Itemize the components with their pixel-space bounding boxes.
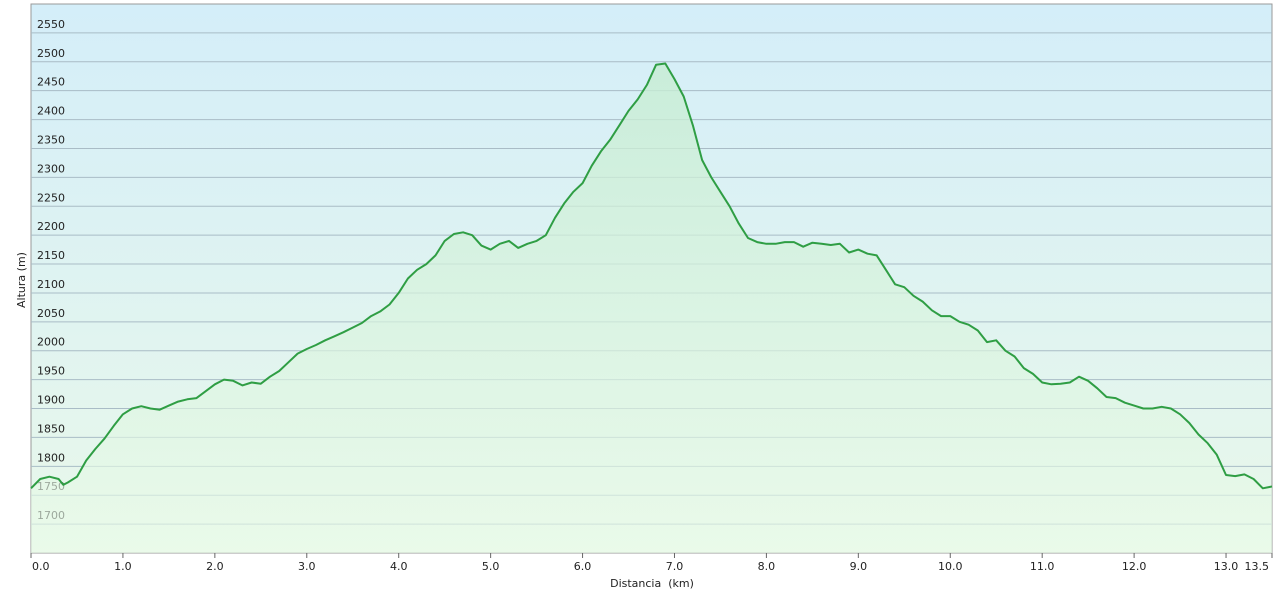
y-tick-label: 1850 [37, 422, 65, 435]
y-tick-label: 2450 [37, 76, 65, 89]
x-tick-label: 2.0 [206, 560, 224, 573]
y-tick-label: 2400 [37, 105, 65, 118]
x-tick-label: 8.0 [758, 560, 776, 573]
x-tick-label: 9.0 [850, 560, 868, 573]
x-tick-label: 6.0 [574, 560, 592, 573]
x-tick-label: 11.0 [1030, 560, 1055, 573]
x-tick-label: 13.5 [1245, 560, 1270, 573]
x-tick-label: 7.0 [666, 560, 684, 573]
y-tick-label: 2150 [37, 249, 65, 262]
x-tick-label: 3.0 [298, 560, 316, 573]
x-tick-label: 1.0 [114, 560, 132, 573]
line [30, 62, 1273, 490]
x-tick-label: 0.0 [32, 560, 50, 573]
area [31, 63, 1272, 553]
x-tick-label: 12.0 [1122, 560, 1147, 573]
y-tick-label: 1950 [37, 365, 65, 378]
x-tick-label: 13.0 [1214, 560, 1239, 573]
y-tick-label: 2000 [37, 336, 65, 349]
y-tick-label: 1800 [37, 451, 65, 464]
y-tick-label: 2250 [37, 191, 65, 204]
y-tick-label: 2050 [37, 307, 65, 320]
x-axis-label: Distancia (km) [610, 577, 694, 590]
y-tick-label: 1900 [37, 394, 65, 407]
y-axis-label: Altura (m) [15, 252, 28, 308]
y-tick-label: 2500 [37, 47, 65, 60]
y-tick-label: 2300 [37, 162, 65, 175]
x-tick-label: 5.0 [482, 560, 500, 573]
x-tick-label: 10.0 [938, 560, 963, 573]
y-tick-label: 2200 [37, 220, 65, 233]
x-tick-label: 4.0 [390, 560, 408, 573]
y-tick-label: 2550 [37, 18, 65, 31]
y-tick-label: 2100 [37, 278, 65, 291]
y-tick-label: 2350 [37, 133, 65, 146]
